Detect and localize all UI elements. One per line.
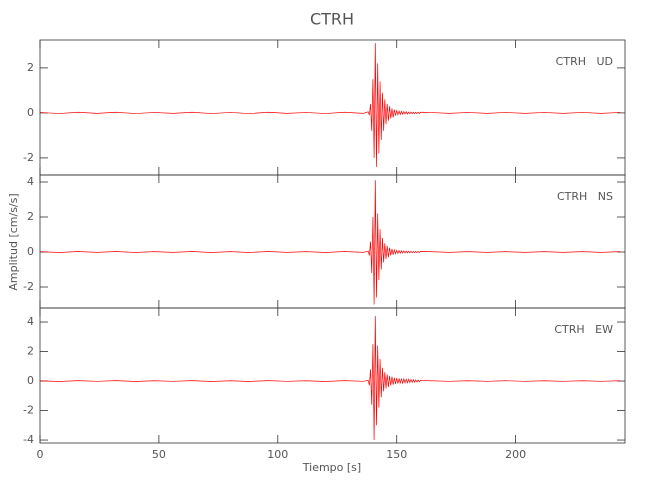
- trace: [39, 180, 621, 305]
- x-axis-label: Tiempo [s]: [302, 461, 361, 474]
- x-tick-label: 50: [152, 448, 166, 461]
- panel-frame: [39, 307, 626, 444]
- y-axis-label: Amplitud [cm/s/s]: [7, 193, 20, 290]
- y-tick-label: 2: [27, 210, 34, 223]
- x-tick-label: 100: [267, 448, 288, 461]
- x-tick-label: 200: [505, 448, 526, 461]
- y-tick-label: 0: [27, 106, 34, 119]
- trace: [39, 43, 621, 167]
- y-tick-label: -4: [23, 433, 34, 446]
- panel-frame: [39, 174, 626, 309]
- trace: [39, 316, 621, 441]
- x-tick-label: 0: [37, 448, 44, 461]
- y-tick-label: 0: [27, 374, 34, 387]
- panel-label: CTRH EW: [554, 323, 613, 336]
- panel-frame: [39, 39, 626, 176]
- panel-label: CTRH UD: [556, 55, 613, 68]
- y-tick-label: -2: [23, 404, 34, 417]
- y-tick-label: 4: [27, 175, 34, 188]
- y-tick-label: 2: [27, 345, 34, 358]
- y-tick-label: 2: [27, 61, 34, 74]
- x-tick-label: 150: [386, 448, 407, 461]
- y-tick-label: -2: [23, 280, 34, 293]
- y-tick-label: 0: [27, 245, 34, 258]
- y-tick-label: -2: [23, 151, 34, 164]
- chart-title: CTRH: [310, 10, 354, 29]
- y-tick-label: 4: [27, 315, 34, 328]
- panel-label: CTRH NS: [557, 190, 613, 203]
